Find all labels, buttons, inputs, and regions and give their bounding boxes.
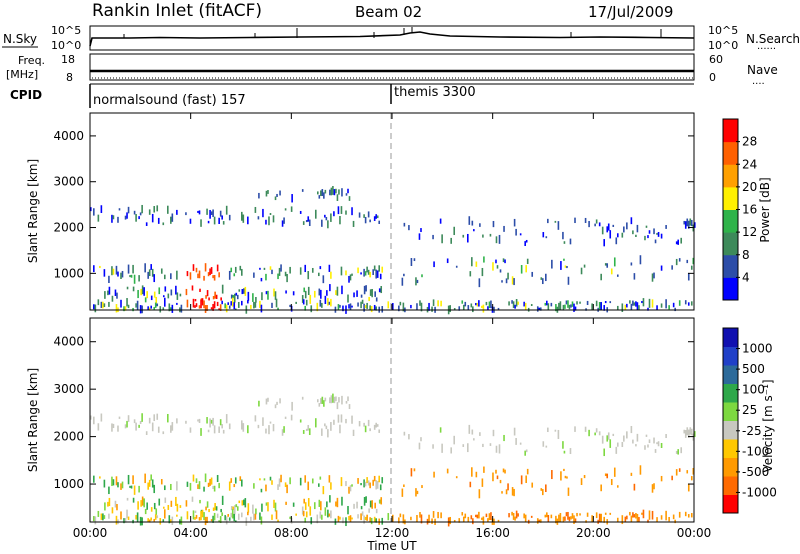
noise-sky-line [89,31,695,47]
colorbar-tick-label: 20 [742,180,757,194]
freq-tick-top: 18 [61,53,75,66]
nsearch-dots: ...... [757,41,776,52]
colorbar-tick-label: 8 [742,248,750,262]
power-y-ticks: 1000 2000 3000 4000 [53,129,694,280]
power-colorbar: 28 24 20 16 12 8 4 [722,118,757,301]
time-tick-label: 16:00 [475,526,510,540]
colorbar-swatch [723,457,738,477]
colorbar-swatch [723,402,738,421]
cpid-label: CPID [10,88,42,102]
range-tick-label: 4000 [53,335,84,349]
colorbar-tick-label: 12 [742,225,757,239]
cpid-themis: themis 3300 [394,85,476,100]
freq-tick-bottom: 8 [66,71,73,84]
colorbar-tick-label: -100 [742,444,769,458]
colorbar-swatch [723,328,738,347]
power-data-cells [90,186,696,315]
freq-unit-label: [MHz] [6,68,38,81]
colorbar-swatch [723,186,738,210]
velocity-panel: 1000 2000 3000 4000 Slant Range [km] [26,317,696,527]
colorbar-swatch [723,232,738,256]
range-tick-label: 4000 [53,129,84,143]
colorbar-swatch [723,494,738,514]
colorbar-tick-label: -25 [742,424,762,438]
power-panel: 1000 2000 3000 4000 Slant Range [km] [26,112,696,315]
nave-label: Nave [747,63,778,77]
colorbar-swatch [723,141,738,165]
power-panel-frame [89,112,695,311]
nave-tick-top: 60 [709,53,723,66]
noise-tick-left-bottom: 10^0 [51,39,81,52]
velocity-data-cells [90,393,696,527]
colorbar-tick-label: -500 [742,465,769,479]
time-axis: 00:00 04:00 08:00 12:00 16:00 20:00 00:00 [73,113,712,540]
noise-tick-right-top: 10^5 [708,24,738,37]
beam-title: Beam 02 [355,3,422,21]
power-y-axis-label: Slant Range [km] [26,159,40,263]
time-tick-label: 08:00 [274,526,309,540]
colorbar-swatch [723,439,738,458]
colorbar-tick-label: 28 [742,135,757,149]
range-tick-label: 3000 [53,382,84,396]
time-axis-label: Time UT [366,539,417,553]
time-tick-label: 00:00 [677,526,712,540]
colorbar-tick-label: 24 [742,157,757,171]
colorbar-swatch [723,420,738,440]
colorbar-swatch [723,209,738,233]
colorbar-swatch [723,164,738,188]
noise-tick-left-top: 10^5 [51,24,81,37]
colorbar-swatch [723,365,738,384]
freq-label: Freq. [18,54,45,67]
colorbar-swatch [723,119,738,143]
range-tick-label: 1000 [53,477,84,491]
nsearch-label: N.Search [746,32,800,46]
nave-tick-bottom: 0 [709,71,716,84]
colorbar-tick-label: 1000 [742,342,773,356]
colorbar-swatch [723,277,738,301]
range-tick-label: 3000 [53,175,84,189]
velocity-panel-frame [89,317,695,523]
nsky-label: N.Sky [3,32,37,46]
time-tick-label: 20:00 [576,526,611,540]
time-tick-label: 00:00 [73,526,108,540]
velocity-y-ticks: 1000 2000 3000 4000 [53,335,694,491]
cpid-normalsound: normalsound (fast) 157 [93,93,246,108]
noise-tick-right-bottom: 10^0 [708,39,738,52]
velocity-y-axis-label: Slant Range [km] [26,368,40,472]
date-title: 17/Jul/2009 [588,3,673,21]
velocity-colorbar-label: Velocity [m s⁻¹] [761,379,775,472]
colorbar-tick-label: 500 [742,362,765,376]
power-colorbar-label: Power [dB] [758,177,772,242]
colorbar-tick-label: 25 [742,403,757,417]
nave-dots: .... [752,76,765,87]
range-tick-label: 2000 [53,221,84,235]
station-title: Rankin Inlet (fitACF) [92,1,262,21]
noise-spikes [123,27,662,38]
time-tick-label: 12:00 [375,526,410,540]
freq-panel-frame [89,53,695,81]
velocity-colorbar: 1000 500 100 25 -25 -100 -500 -1000 [722,327,777,514]
colorbar-swatch [723,346,738,366]
colorbar-tick-label: 4 [742,270,750,284]
colorbar-swatch [723,383,738,403]
colorbar-swatch [723,254,738,278]
colorbar-tick-label: -1000 [742,485,777,499]
range-tick-label: 2000 [53,430,84,444]
range-tick-label: 1000 [53,266,84,280]
time-tick-label: 04:00 [173,526,208,540]
colorbar-tick-label: 100 [742,383,765,397]
colorbar-tick-label: 16 [742,203,757,217]
colorbar-swatch [723,476,738,495]
